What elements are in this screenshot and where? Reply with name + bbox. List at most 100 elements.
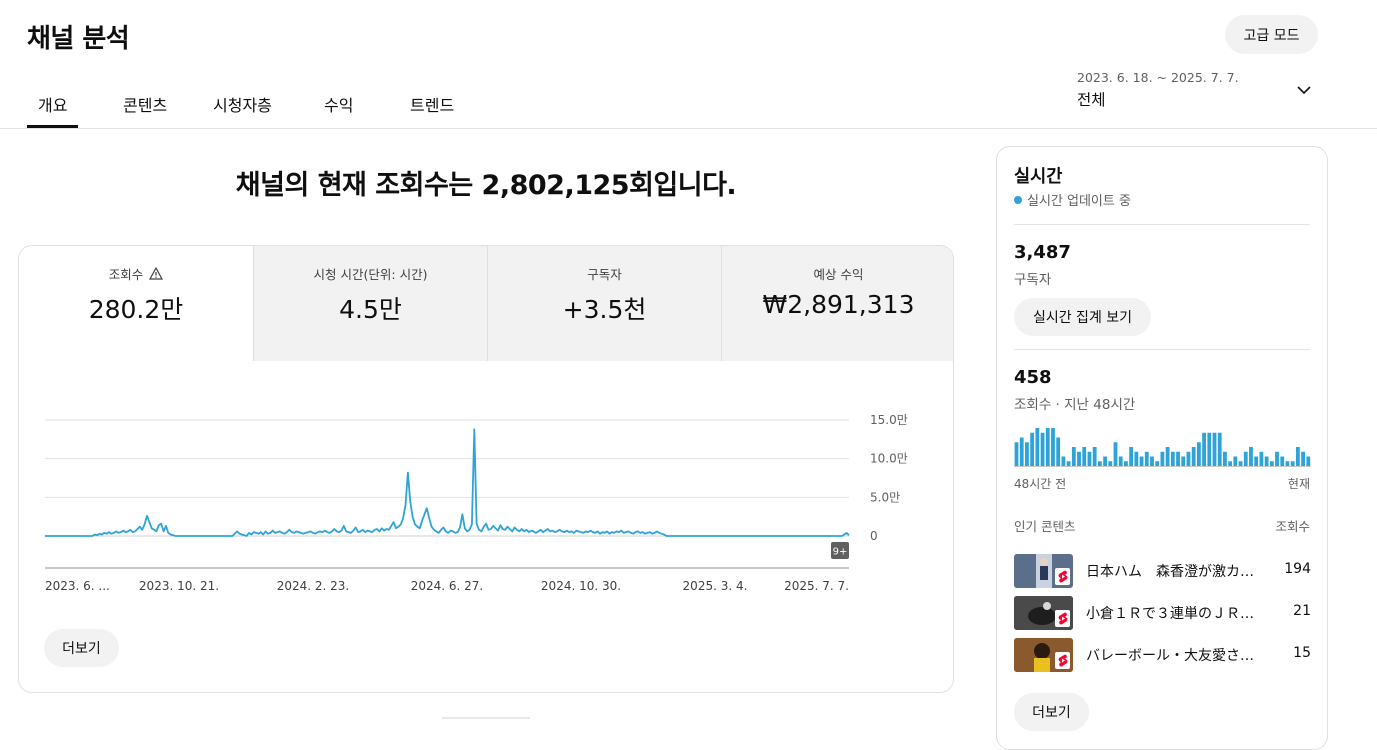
top-content-title[interactable]: 小倉１Ｒで３連単のＪＲＡ最高配当 <box>1086 606 1266 622</box>
realtime-bar[interactable] <box>1217 432 1222 466</box>
realtime-bar[interactable] <box>1254 456 1259 467</box>
metric-label: 조회수 <box>108 267 144 282</box>
realtime-bar[interactable] <box>1035 428 1040 466</box>
top-content-views: 15 <box>1293 645 1311 661</box>
date-range-selector[interactable]: 2023. 6. 18. ~ 2025. 7. 7. 전체 <box>1077 70 1317 114</box>
realtime-bar[interactable] <box>1118 456 1123 467</box>
top-content-row[interactable]: 日本ハム 森香澄が激カワ始球式 194 <box>1014 554 1311 588</box>
realtime-bar[interactable] <box>1202 432 1206 466</box>
event-badge-label: 9+ <box>833 547 848 558</box>
tab-revenue[interactable]: 수익 <box>324 96 354 115</box>
realtime-bar[interactable] <box>1144 451 1149 466</box>
x-tick-label: 2025. 7. 7. <box>784 579 849 593</box>
realtime-bar[interactable] <box>1170 451 1175 466</box>
warning-icon[interactable] <box>149 267 164 280</box>
metric-tab-watch-time[interactable]: 시청 시간(단위: 시간) 4.5만 <box>253 246 487 361</box>
realtime-count-button[interactable]: 실시간 집계 보기 <box>1014 298 1151 336</box>
realtime-bar[interactable] <box>1040 432 1045 466</box>
date-range-label: 전체 <box>1077 91 1106 109</box>
realtime-bar[interactable] <box>1092 447 1097 466</box>
tab-audience[interactable]: 시청자층 <box>213 96 272 115</box>
realtime-bar[interactable] <box>1051 428 1055 466</box>
realtime-bar[interactable] <box>1181 456 1186 467</box>
tab-bar: 개요 콘텐츠 시청자층 수익 트렌드 <box>0 78 1377 129</box>
realtime-bar[interactable] <box>1238 461 1243 466</box>
realtime-bar[interactable] <box>1019 437 1024 467</box>
overview-card: 조회수 280.2만 시청 시간(단위: 시간) 4.5만 구독자 +3.5천 … <box>18 245 954 693</box>
realtime-bar-chart[interactable] <box>1014 425 1311 469</box>
realtime-bar[interactable] <box>1155 461 1160 466</box>
realtime-axis-end: 현재 <box>1287 477 1310 491</box>
realtime-bar[interactable] <box>1264 456 1269 467</box>
realtime-bar[interactable] <box>1280 456 1285 467</box>
realtime-bar[interactable] <box>1249 447 1253 466</box>
event-badge[interactable] <box>831 542 849 559</box>
realtime-bar[interactable] <box>1165 447 1170 466</box>
realtime-bar[interactable] <box>1259 451 1264 466</box>
realtime-bar[interactable] <box>1139 456 1144 467</box>
realtime-bar[interactable] <box>1223 451 1227 466</box>
realtime-bar[interactable] <box>1066 461 1071 466</box>
advanced-mode-button[interactable]: 고급 모드 <box>1225 15 1318 54</box>
realtime-bar[interactable] <box>1061 456 1066 467</box>
realtime-bar[interactable] <box>1285 461 1290 466</box>
views-series-line[interactable] <box>45 428 850 537</box>
realtime-views-count: 458 <box>1014 367 1052 388</box>
metric-tab-subscribers[interactable]: 구독자 +3.5천 <box>487 246 721 361</box>
top-content-title[interactable]: バレーボール・大友愛さんの娘 <box>1086 648 1266 664</box>
tab-content[interactable]: 콘텐츠 <box>123 96 168 115</box>
realtime-bar[interactable] <box>1071 447 1076 466</box>
realtime-bar[interactable] <box>1275 451 1279 466</box>
realtime-bar[interactable] <box>1301 451 1305 466</box>
tab-trends[interactable]: 트렌드 <box>410 96 455 115</box>
metric-tab-views[interactable]: 조회수 280.2만 <box>19 246 253 361</box>
metric-label: 시청 시간(단위: 시간) <box>313 267 428 282</box>
shorts-icon <box>1055 568 1070 585</box>
realtime-bar[interactable] <box>1097 461 1102 466</box>
top-content-title[interactable]: 日本ハム 森香澄が激カワ始球式 <box>1086 564 1266 580</box>
realtime-bar[interactable] <box>1212 432 1217 466</box>
realtime-bar[interactable] <box>1045 428 1050 466</box>
video-thumbnail <box>1014 638 1073 672</box>
realtime-bar[interactable] <box>1082 447 1087 466</box>
realtime-bar[interactable] <box>1306 456 1311 467</box>
realtime-bar[interactable] <box>1228 461 1233 466</box>
metric-label: 예상 수익 <box>813 267 864 282</box>
views-headline: 채널의 현재 조회수는 2,802,125회입니다. <box>235 170 737 201</box>
realtime-bar[interactable] <box>1176 451 1180 466</box>
top-content-row[interactable]: バレーボール・大友愛さんの娘 15 <box>1014 638 1311 672</box>
realtime-bar[interactable] <box>1233 456 1238 467</box>
realtime-bar[interactable] <box>1108 461 1113 466</box>
realtime-bar[interactable] <box>1134 451 1139 466</box>
realtime-bar[interactable] <box>1191 447 1196 466</box>
realtime-bar[interactable] <box>1196 442 1201 466</box>
realtime-bar[interactable] <box>1295 447 1300 466</box>
realtime-bar[interactable] <box>1103 456 1107 467</box>
realtime-bar[interactable] <box>1087 451 1092 466</box>
main-more-button[interactable]: 더보기 <box>44 629 119 667</box>
top-content-row[interactable]: 小倉１Ｒで３連単のＪＲＡ最高配当 21 <box>1014 596 1311 630</box>
realtime-bar[interactable] <box>1150 456 1154 467</box>
realtime-bar[interactable] <box>1160 451 1165 466</box>
realtime-more-button[interactable]: 더보기 <box>1014 693 1089 731</box>
realtime-bar[interactable] <box>1077 451 1081 466</box>
realtime-bar[interactable] <box>1014 442 1019 466</box>
realtime-bar[interactable] <box>1290 461 1295 466</box>
x-tick-label: 2024. 10. 30. <box>541 579 621 593</box>
top-content-metric: 조회수 <box>1275 519 1310 534</box>
views-line-chart[interactable]: 0 5.0만 10.0만 15.0만 9+ 2023. 6. ... 2023. 10. 2… <box>19 362 954 692</box>
y-tick-label: 5.0만 <box>870 490 900 504</box>
realtime-bar[interactable] <box>1113 442 1118 466</box>
realtime-bar[interactable] <box>1269 461 1274 466</box>
y-tick-label: 10.0만 <box>870 452 908 466</box>
realtime-bar[interactable] <box>1056 437 1061 467</box>
realtime-bar[interactable] <box>1129 447 1134 466</box>
metric-tab-revenue[interactable]: 예상 수익 ₩2,891,313 <box>721 246 953 361</box>
realtime-bar[interactable] <box>1207 432 1212 466</box>
realtime-bar[interactable] <box>1030 432 1035 466</box>
tab-overview[interactable]: 개요 <box>26 92 80 128</box>
realtime-bar[interactable] <box>1243 451 1248 466</box>
realtime-bar[interactable] <box>1124 461 1128 466</box>
realtime-bar[interactable] <box>1025 442 1029 466</box>
realtime-bar[interactable] <box>1186 451 1191 466</box>
